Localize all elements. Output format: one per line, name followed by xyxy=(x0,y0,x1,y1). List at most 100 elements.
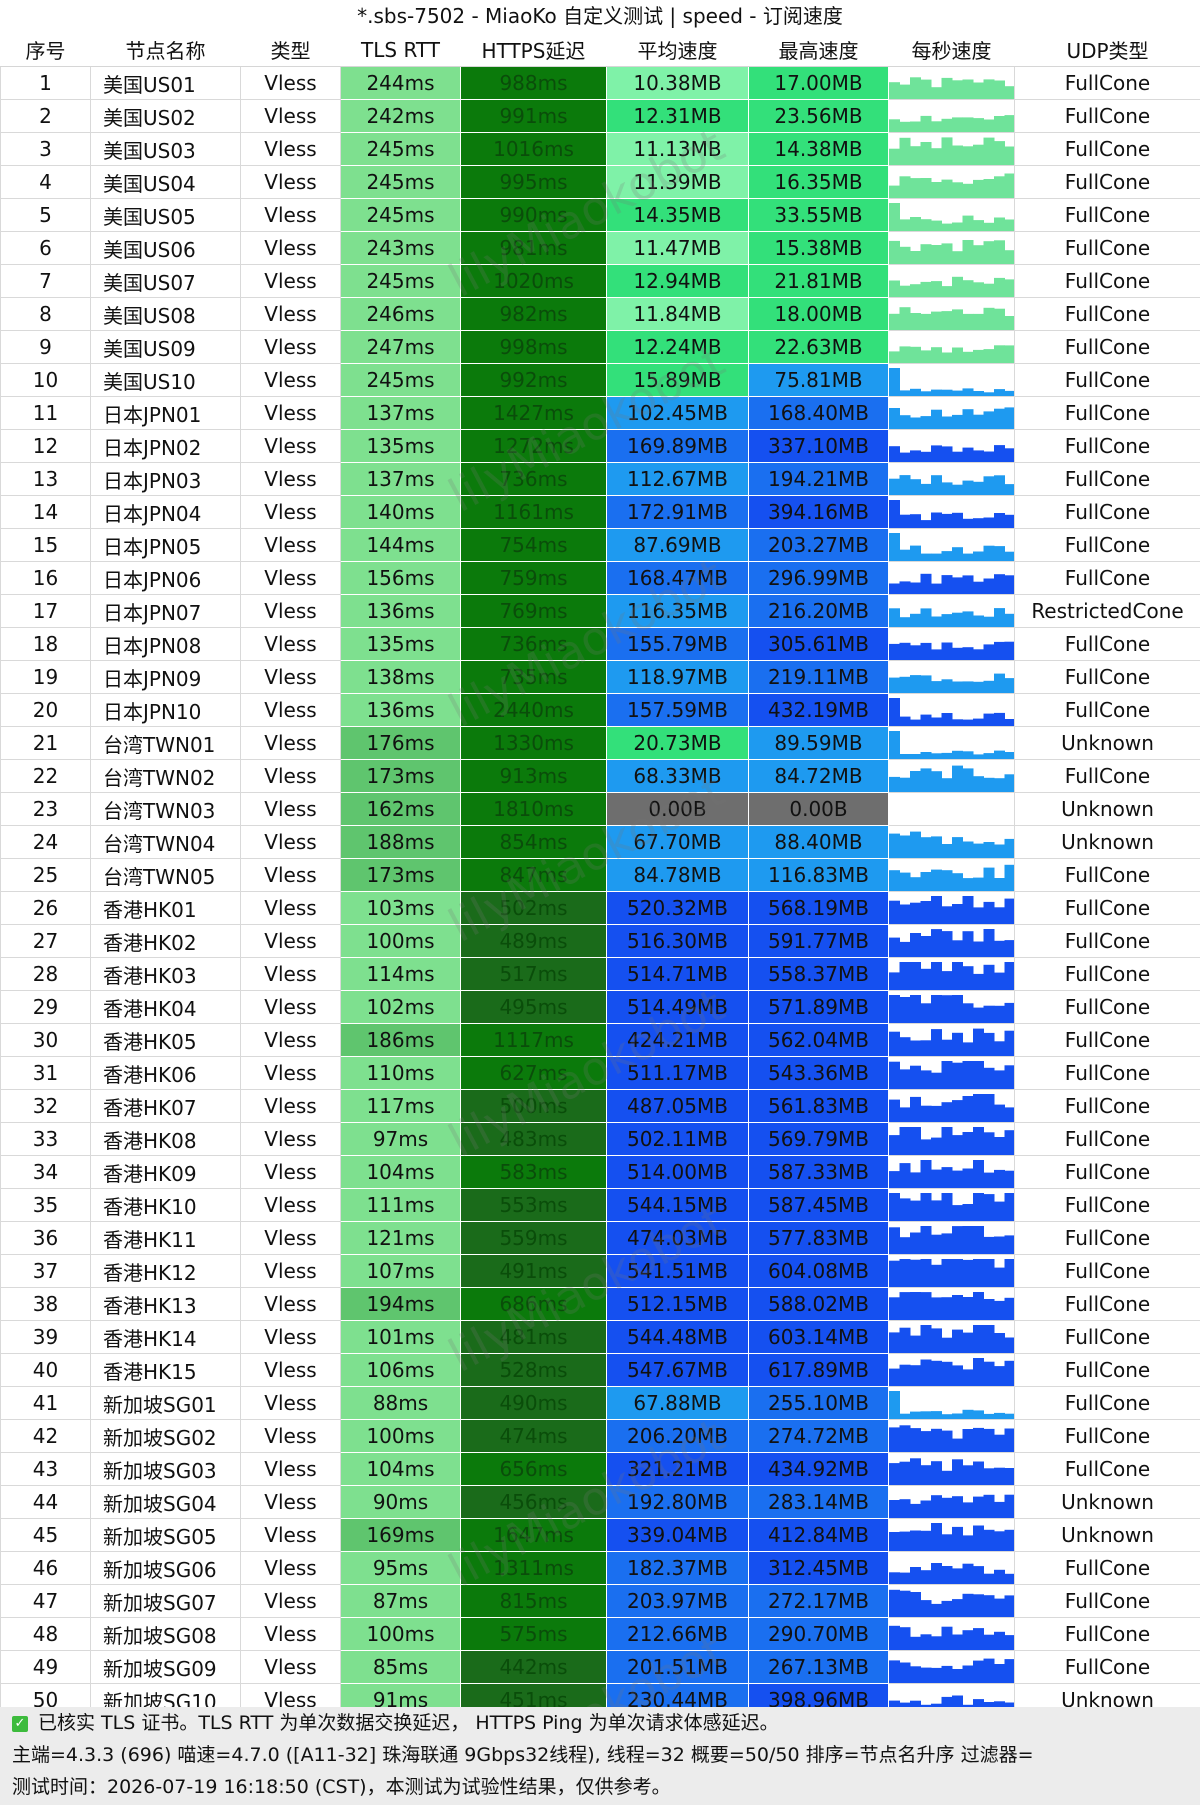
cell-avg-speed: 12.94MB xyxy=(606,264,749,298)
table-row[interactable]: 19 日本JPN09 Vless 138ms 735ms 118.97MB 219.11MB… xyxy=(0,660,1200,694)
cell-avg-speed: 67.70MB xyxy=(606,825,749,859)
table-row[interactable]: 27 香港HK02 Vless 100ms 489ms 516.30MB 591.77MB F… xyxy=(0,924,1200,958)
sparkline-bar xyxy=(973,1358,984,1386)
table-row[interactable]: 32 香港HK07 Vless 117ms 500ms 487.05MB 561.83MB F… xyxy=(0,1089,1200,1123)
col-header-type[interactable]: 类型 xyxy=(240,33,341,67)
table-row[interactable]: 46 新加坡SG06 Vless 95ms 1311ms 182.37MB 312.45MB… xyxy=(0,1551,1200,1585)
table-row[interactable]: 43 新加坡SG03 Vless 104ms 656ms 321.21MB 434.92MB… xyxy=(0,1452,1200,1486)
table-row[interactable]: 38 香港HK13 Vless 194ms 686ms 512.15MB 588.02MB F… xyxy=(0,1287,1200,1321)
table-row[interactable]: 45 新加坡SG05 Vless 169ms 1647ms 339.04MB 412.84M… xyxy=(0,1518,1200,1552)
table-row[interactable]: 10 美国US10 Vless 245ms 992ms 15.89MB 75.81MB Ful… xyxy=(0,363,1200,397)
footer-line-time: 测试时间：2026-07-19 16:18:50 (CST)，本测试为试验性结果… xyxy=(12,1776,671,1798)
col-header-https-latency[interactable]: HTTPS延迟 xyxy=(460,33,607,67)
table-row[interactable]: 2 美国US02 Vless 242ms 991ms 12.31MB 23.56MB Full… xyxy=(0,99,1200,133)
table-row[interactable]: 44 新加坡SG04 Vless 90ms 456ms 192.80MB 283.14MB U… xyxy=(0,1485,1200,1519)
table-row[interactable]: 34 香港HK09 Vless 104ms 583ms 514.00MB 587.33MB F… xyxy=(0,1155,1200,1189)
table-row[interactable]: 28 香港HK03 Vless 114ms 517ms 514.71MB 558.37MB F… xyxy=(0,957,1200,991)
col-header-per-second-speed[interactable]: 每秒速度 xyxy=(888,33,1015,67)
cell-udp-type: Unknown xyxy=(1014,726,1200,760)
table-row[interactable]: 9 美国US09 Vless 247ms 998ms 12.24MB 22.63MB Full… xyxy=(0,330,1200,364)
cell-udp-type: FullCone xyxy=(1014,1155,1200,1189)
table-row[interactable]: 11 日本JPN01 Vless 137ms 1427ms 102.45MB 168.40M… xyxy=(0,396,1200,430)
sparkline-bar xyxy=(941,1497,953,1518)
sparkline-bar xyxy=(941,1039,953,1056)
table-row[interactable]: 36 香港HK11 Vless 121ms 559ms 474.03MB 577.83MB F… xyxy=(0,1221,1200,1255)
col-header-max-speed[interactable]: 最高速度 xyxy=(748,33,889,67)
table-row[interactable]: 16 日本JPN06 Vless 156ms 759ms 168.47MB 296.99MB… xyxy=(0,561,1200,595)
table-row[interactable]: 29 香港HK04 Vless 102ms 495ms 514.49MB 571.89MB F… xyxy=(0,990,1200,1024)
table-row[interactable]: 13 日本JPN03 Vless 137ms 736ms 112.67MB 194.21MB… xyxy=(0,462,1200,496)
cell-https-latency: 735ms xyxy=(460,660,607,694)
sparkline-bar xyxy=(931,1328,942,1353)
table-row[interactable]: 7 美国US07 Vless 245ms 1020ms 12.94MB 21.81MB Ful… xyxy=(0,264,1200,298)
sparkline-bar xyxy=(983,842,995,858)
col-header-avg-speed[interactable]: 平均速度 xyxy=(606,33,749,67)
cell-max-speed: 290.70MB xyxy=(748,1617,889,1651)
table-row[interactable]: 41 新加坡SG01 Vless 88ms 490ms 67.88MB 255.10MB Fu… xyxy=(0,1386,1200,1420)
cell-node-name: 日本JPN05 xyxy=(90,528,241,562)
col-header-index[interactable]: 序号 xyxy=(0,33,91,67)
table-row[interactable]: 37 香港HK12 Vless 107ms 491ms 541.51MB 604.08MB F… xyxy=(0,1254,1200,1288)
table-row[interactable]: 40 香港HK15 Vless 106ms 528ms 547.67MB 617.89MB F… xyxy=(0,1353,1200,1387)
col-header-tls-rtt[interactable]: TLS RTT xyxy=(340,33,461,67)
table-row[interactable]: 33 香港HK08 Vless 97ms 483ms 502.11MB 569.79MB Fu… xyxy=(0,1122,1200,1156)
sparkline-bar xyxy=(910,1232,921,1254)
table-row[interactable]: 35 香港HK10 Vless 111ms 553ms 544.15MB 587.45MB F… xyxy=(0,1188,1200,1222)
sparkline-bar xyxy=(952,1669,963,1683)
sparkline-bar xyxy=(920,553,932,561)
table-row[interactable]: 25 台湾TWN05 Vless 173ms 847ms 84.78MB 116.83MB F… xyxy=(0,858,1200,892)
table-row[interactable]: 22 台湾TWN02 Vless 173ms 913ms 68.33MB 84.72MB Fu… xyxy=(0,759,1200,793)
table-row[interactable]: 6 美国US06 Vless 243ms 981ms 11.47MB 15.38MB Full… xyxy=(0,231,1200,265)
table-row[interactable]: 4 美国US04 Vless 245ms 995ms 11.39MB 16.35MB Full… xyxy=(0,165,1200,199)
table-row[interactable]: 23 台湾TWN03 Vless 162ms 1810ms 0.00B 0.00B Unkno… xyxy=(0,792,1200,826)
table-row[interactable]: 30 香港HK05 Vless 186ms 1117ms 424.21MB 562.04MB… xyxy=(0,1023,1200,1057)
sparkline-bar xyxy=(889,1427,900,1452)
cell-https-latency: 489ms xyxy=(460,924,607,958)
table-row[interactable]: 14 日本JPN04 Vless 140ms 1161ms 172.91MB 394.16M… xyxy=(0,495,1200,529)
cell-max-speed: 21.81MB xyxy=(748,264,889,298)
cell-https-latency: 995ms xyxy=(460,165,607,199)
cell-https-latency: 528ms xyxy=(460,1353,607,1387)
cell-udp-type: FullCone xyxy=(1014,297,1200,331)
table-row[interactable]: 12 日本JPN02 Vless 135ms 1272ms 169.89MB 337.10M… xyxy=(0,429,1200,463)
cell-avg-speed: 11.39MB xyxy=(606,165,749,199)
table-row[interactable]: 3 美国US03 Vless 245ms 1016ms 11.13MB 14.38MB Ful… xyxy=(0,132,1200,166)
cell-udp-type: FullCone xyxy=(1014,165,1200,199)
col-header-udp-type[interactable]: UDP类型 xyxy=(1014,33,1200,67)
sparkline-bar xyxy=(973,518,984,528)
table-row[interactable]: 24 台湾TWN04 Vless 188ms 854ms 67.70MB 88.40MB Un… xyxy=(0,825,1200,859)
table-row[interactable]: 49 新加坡SG09 Vless 85ms 442ms 201.51MB 267.13MB F… xyxy=(0,1650,1200,1684)
table-row[interactable]: 15 日本JPN05 Vless 144ms 754ms 87.69MB 203.27MB F… xyxy=(0,528,1200,562)
table-row[interactable]: 42 新加坡SG02 Vless 100ms 474ms 206.20MB 274.72MB… xyxy=(0,1419,1200,1453)
cell-https-latency: 1117ms xyxy=(460,1023,607,1057)
sparkline-bar xyxy=(983,222,995,231)
sparkline-bar xyxy=(952,1226,963,1254)
sparkline-bar xyxy=(973,615,984,627)
table-row[interactable]: 18 日本JPN08 Vless 135ms 736ms 155.79MB 305.61MB… xyxy=(0,627,1200,661)
cell-https-latency: 736ms xyxy=(460,627,607,661)
table-row[interactable]: 5 美国US05 Vless 245ms 990ms 14.35MB 33.55MB Full… xyxy=(0,198,1200,232)
cell-tls-rtt: 188ms xyxy=(340,825,461,859)
cell-sparkline xyxy=(888,792,1015,826)
table-row[interactable]: 31 香港HK06 Vless 110ms 627ms 511.17MB 543.36MB F… xyxy=(0,1056,1200,1090)
table-row[interactable]: 39 香港HK14 Vless 101ms 481ms 544.48MB 603.14MB F… xyxy=(0,1320,1200,1354)
cell-index: 41 xyxy=(0,1386,91,1420)
sparkline-bar xyxy=(941,870,953,891)
table-row[interactable]: 20 日本JPN10 Vless 136ms 2440ms 157.59MB 432.19M… xyxy=(0,693,1200,727)
table-row[interactable]: 1 美国US01 Vless 244ms 988ms 10.38MB 17.00MB Full… xyxy=(0,66,1200,100)
sparkline-bar xyxy=(941,137,953,165)
cell-udp-type: FullCone xyxy=(1014,924,1200,958)
sparkline-bar xyxy=(920,1530,932,1551)
cell-https-latency: 686ms xyxy=(460,1287,607,1321)
cell-tls-rtt: 110ms xyxy=(340,1056,461,1090)
table-row[interactable]: 17 日本JPN07 Vless 136ms 769ms 116.35MB 216.20MB… xyxy=(0,594,1200,628)
table-row[interactable]: 26 香港HK01 Vless 103ms 502ms 520.32MB 568.19MB F… xyxy=(0,891,1200,925)
table-row[interactable]: 21 台湾TWN01 Vless 176ms 1330ms 20.73MB 89.59MB U… xyxy=(0,726,1200,760)
col-header-name[interactable]: 节点名称 xyxy=(90,33,241,67)
sparkline-bar xyxy=(973,877,984,891)
speed-sparkline xyxy=(889,896,1014,924)
table-row[interactable]: 48 新加坡SG08 Vless 100ms 575ms 212.66MB 290.70MB… xyxy=(0,1617,1200,1651)
table-row[interactable]: 47 新加坡SG07 Vless 87ms 815ms 203.97MB 272.17MB F… xyxy=(0,1584,1200,1618)
table-row[interactable]: 8 美国US08 Vless 246ms 982ms 11.84MB 18.00MB Full… xyxy=(0,297,1200,331)
sparkline-bar xyxy=(899,1259,911,1287)
